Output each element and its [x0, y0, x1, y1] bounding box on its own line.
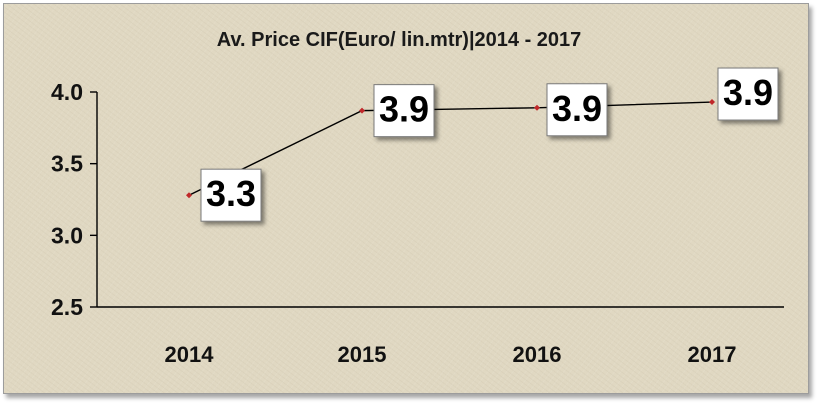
line-chart: Av. Price CIF(Euro/ lin.mtr)|2014 - 2017…: [51, 29, 784, 367]
plot-area: 2.5 3.0 3.5 4.0 2014 2015 2016 2017 3.3 3.9 3.9 3.9: [51, 67, 784, 367]
x-tick-label: 2017: [688, 342, 737, 367]
chart-title: Av. Price CIF(Euro/ lin.mtr)|2014 - 2017: [217, 29, 582, 51]
data-point-marker: [709, 99, 715, 106]
x-tick-label: 2015: [338, 342, 387, 367]
data-point-marker: [359, 107, 365, 114]
data-label-box: [200, 168, 262, 222]
data-point-marker: [534, 104, 540, 111]
y-tick-label: 2.5: [51, 294, 83, 320]
data-label-box: [373, 84, 435, 138]
y-tick-label: 4.0: [51, 79, 83, 105]
series-line: [188, 101, 713, 196]
data-label: 3.9: [552, 88, 602, 129]
x-tick-label: 2016: [513, 342, 562, 367]
y-tick-label: 3.5: [51, 151, 83, 177]
y-tick-label: 3.0: [51, 222, 83, 248]
data-label-box: [546, 83, 608, 137]
x-tick-label: 2014: [165, 342, 215, 367]
data-label-box: [717, 67, 779, 121]
data-label: 3.9: [723, 72, 773, 113]
data-label: 3.9: [379, 89, 429, 130]
chart-frame: Av. Price CIF(Euro/ lin.mtr)|2014 - 2017…: [3, 3, 809, 394]
data-point-marker: [186, 192, 192, 199]
data-label: 3.3: [206, 173, 256, 214]
